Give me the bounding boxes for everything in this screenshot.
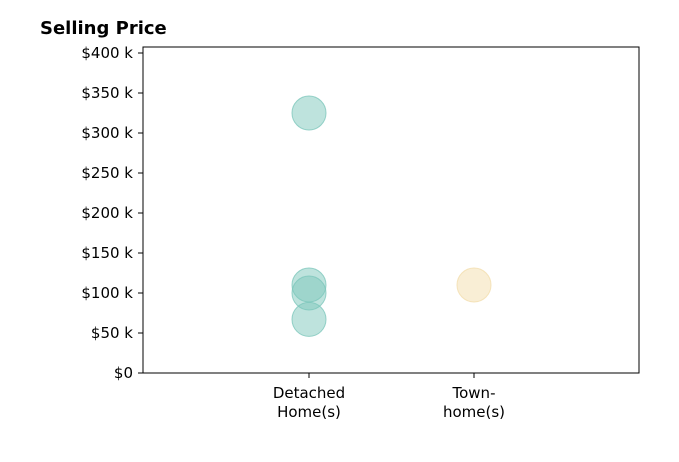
y-tick-label: $250 k [81, 164, 133, 182]
data-points [291, 95, 492, 337]
x-tick-label: Detached Home(s) [273, 384, 345, 421]
y-tick-label: $50 k [91, 324, 133, 342]
y-tick-label: $0 [114, 364, 133, 382]
y-tick-label: $300 k [81, 124, 133, 142]
y-axis: $0 $50 k $100 k $150 k $200 k $250 k $300 k $35… [81, 44, 143, 382]
data-point [291, 95, 327, 131]
x-axis: Detached Home(s) Town-home(s) [273, 373, 505, 421]
data-point [291, 301, 327, 337]
chart-title: Selling Price [40, 18, 167, 39]
y-tick-label: $100 k [81, 284, 133, 302]
plot-frame [142, 46, 640, 374]
y-tick-label: $350 k [81, 84, 133, 102]
x-tick-label: Town-home(s) [443, 384, 505, 421]
data-point [456, 267, 492, 303]
y-tick-label: $200 k [81, 204, 133, 222]
y-tick-label: $400 k [81, 44, 133, 62]
y-tick-label: $150 k [81, 244, 133, 262]
